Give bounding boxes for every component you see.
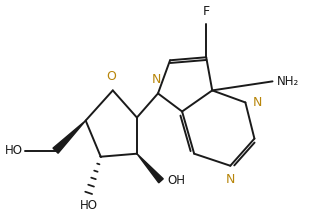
Text: O: O <box>106 70 116 83</box>
Text: N: N <box>253 96 262 109</box>
Text: N: N <box>226 173 235 186</box>
Text: OH: OH <box>167 174 185 187</box>
Text: N: N <box>152 73 161 86</box>
Text: HO: HO <box>80 199 98 212</box>
Polygon shape <box>137 154 163 183</box>
Text: HO: HO <box>4 144 22 157</box>
Polygon shape <box>53 121 86 153</box>
Text: NH₂: NH₂ <box>277 75 299 88</box>
Text: F: F <box>203 5 210 18</box>
